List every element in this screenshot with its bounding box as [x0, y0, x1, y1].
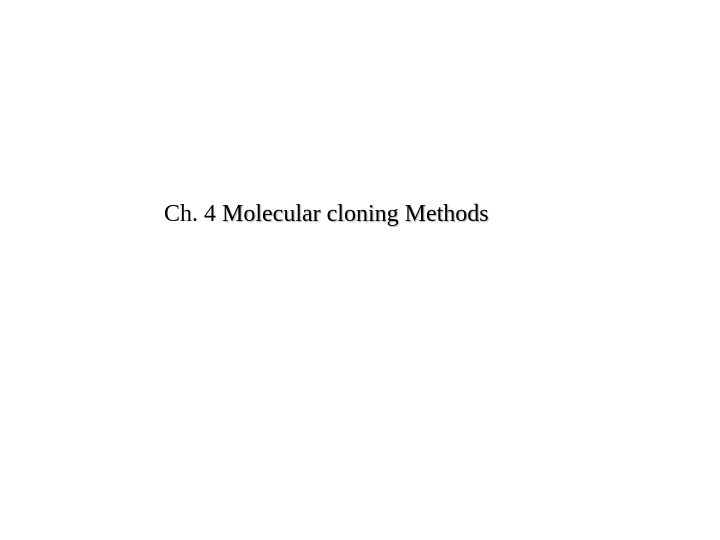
slide-container: Ch. 4 Molecular cloning Methods [0, 0, 720, 540]
chapter-title: Molecular cloning Methods [222, 201, 489, 227]
chapter-label: Ch. 4 [164, 201, 222, 227]
title-line: Ch. 4 Molecular cloning Methods [164, 201, 489, 228]
